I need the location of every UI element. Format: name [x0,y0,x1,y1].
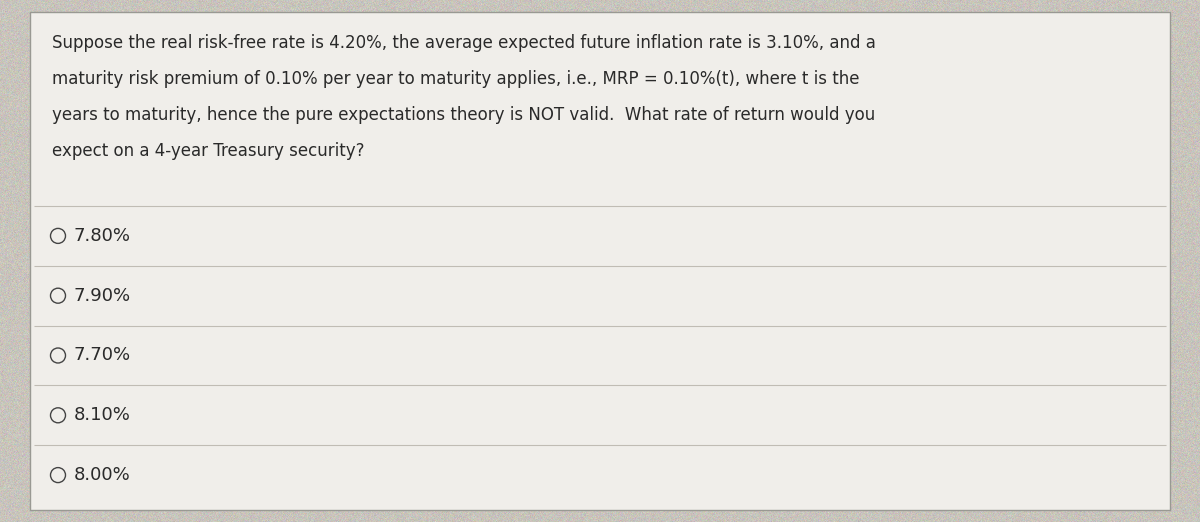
Text: Suppose the real risk-free rate is 4.20%, the average expected future inflation : Suppose the real risk-free rate is 4.20%… [52,34,876,52]
Text: 7.80%: 7.80% [73,227,131,245]
Text: 8.10%: 8.10% [73,406,131,424]
Text: expect on a 4-year Treasury security?: expect on a 4-year Treasury security? [52,142,365,160]
Text: maturity risk premium of 0.10% per year to maturity applies, i.e., MRP = 0.10%(t: maturity risk premium of 0.10% per year … [52,70,859,88]
Text: 7.90%: 7.90% [73,287,131,305]
FancyBboxPatch shape [30,12,1170,510]
Text: 8.00%: 8.00% [73,466,131,484]
Text: 7.70%: 7.70% [73,347,131,364]
Text: years to maturity, hence the pure expectations theory is NOT valid.  What rate o: years to maturity, hence the pure expect… [52,106,875,124]
